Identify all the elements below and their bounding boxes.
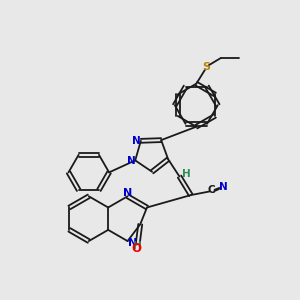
Text: N: N [127, 156, 135, 166]
Text: H: H [182, 169, 190, 178]
Text: N: N [128, 238, 137, 248]
Text: O: O [132, 242, 142, 255]
Text: S: S [202, 62, 210, 72]
Text: H: H [133, 242, 142, 251]
Text: N: N [219, 182, 228, 192]
Text: N: N [123, 188, 132, 198]
Text: C: C [208, 185, 216, 195]
Text: N: N [132, 136, 141, 146]
